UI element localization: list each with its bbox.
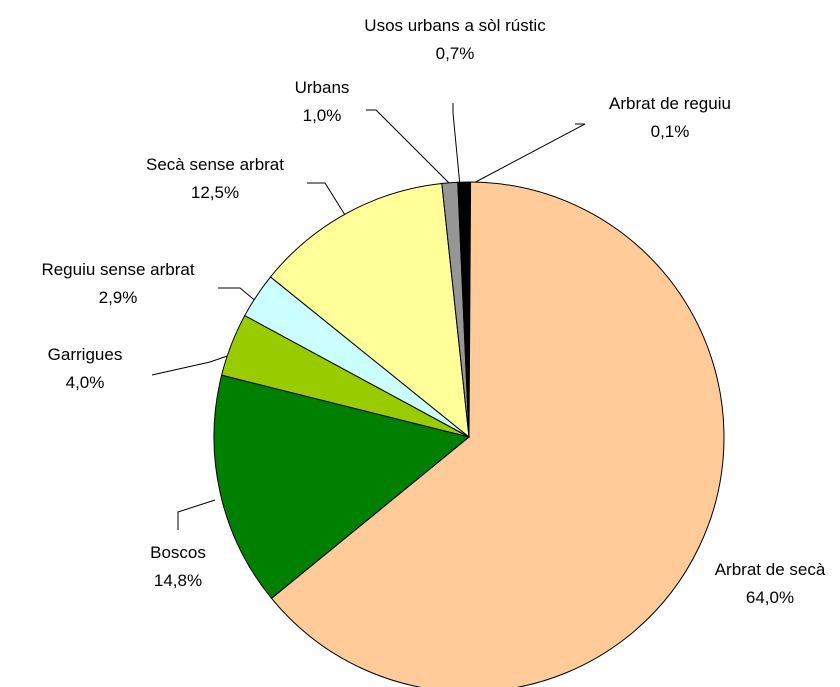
leader-line: [366, 109, 453, 187]
leader-line: [151, 353, 234, 376]
leader-line: [218, 287, 259, 304]
leader-line: [452, 103, 461, 187]
slice-value: 14,8%: [153, 571, 203, 590]
slice-value: 64,0%: [745, 588, 795, 607]
slice-label: Arbrat de reguiu 0,1%: [570, 90, 770, 146]
leader-line: [177, 499, 216, 530]
pie-slice: [269, 182, 470, 439]
slice-name: Arbrat de reguiu: [609, 94, 731, 113]
leader-line: [307, 182, 346, 216]
slice-value: 0,7%: [435, 44, 475, 63]
slice-name: Garrigues: [47, 345, 123, 364]
slice-label: Reguiu sense arbrat 2,9%: [8, 256, 228, 312]
slice-label: Usos urbans a sòl rústic 0,7%: [355, 12, 555, 68]
slice-value: 12,5%: [190, 183, 240, 202]
slice-label: Urbans 1,0%: [242, 74, 402, 130]
slice-name: Urbans: [294, 78, 350, 97]
slice-label: Arbrat de secà 64,0%: [670, 556, 840, 612]
slice-value: 4,0%: [65, 373, 105, 392]
slice-label: Secà sense arbrat 12,5%: [105, 151, 325, 207]
slice-name: Arbrat de secà: [714, 560, 826, 579]
slice-name: Boscos: [150, 543, 206, 562]
slice-value: 1,0%: [302, 106, 342, 125]
slice-name: Reguiu sense arbrat: [41, 260, 195, 279]
pie-slice: [213, 374, 471, 600]
slice-label: Garrigues 4,0%: [5, 341, 165, 397]
slice-name: Secà sense arbrat: [146, 155, 284, 174]
slice-value: 2,9%: [98, 288, 138, 307]
leader-line: [467, 123, 586, 187]
slice-label: Boscos 14,8%: [98, 539, 258, 595]
slice-name: Usos urbans a sòl rústic: [364, 16, 546, 35]
pie-slice: [270, 181, 725, 687]
leader-lines: [151, 103, 586, 530]
slice-value: 0,1%: [650, 122, 690, 141]
pie-slice: [457, 181, 470, 438]
